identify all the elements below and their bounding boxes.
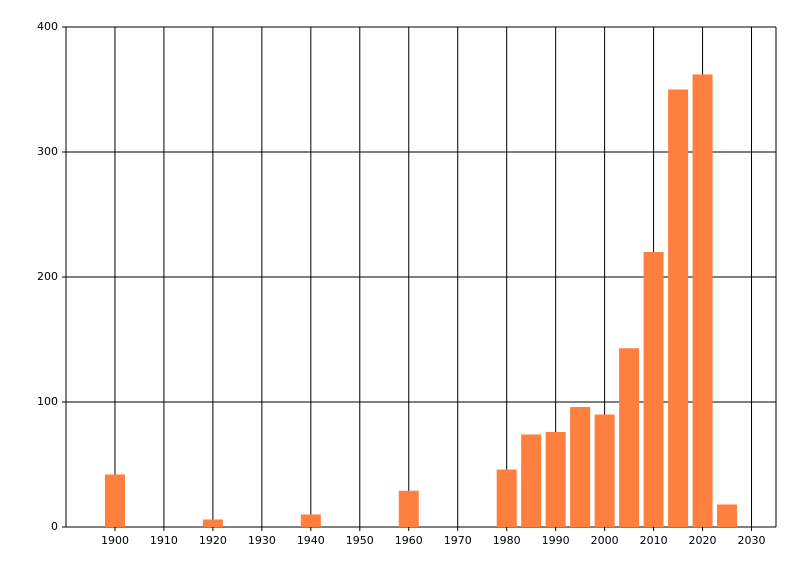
bar [300, 514, 321, 527]
x-tick-label: 1960 [395, 534, 423, 547]
bar [398, 490, 419, 527]
bar [692, 74, 713, 527]
x-tick-label: 1980 [493, 534, 521, 547]
bar [496, 469, 517, 527]
x-tick-label: 2010 [640, 534, 668, 547]
bar [643, 252, 664, 527]
bar [570, 407, 591, 527]
bar [521, 434, 542, 527]
x-tick-label: 1970 [444, 534, 472, 547]
x-tick-label: 1930 [248, 534, 276, 547]
x-tick-label: 1920 [199, 534, 227, 547]
bar [104, 474, 125, 527]
x-tick-label: 1990 [542, 534, 570, 547]
y-tick-label: 300 [37, 145, 58, 158]
bar [545, 432, 566, 527]
x-tick-label: 1910 [150, 534, 178, 547]
y-tick-label: 0 [51, 520, 58, 533]
bar [619, 348, 640, 527]
x-tick-label: 2030 [738, 534, 766, 547]
bar [594, 414, 615, 527]
bar [202, 519, 223, 527]
y-tick-label: 200 [37, 270, 58, 283]
x-tick-label: 1940 [297, 534, 325, 547]
x-tick-label: 2000 [591, 534, 619, 547]
y-tick-label: 400 [37, 20, 58, 33]
x-tick-label: 2020 [689, 534, 717, 547]
x-tick-label: 1900 [101, 534, 129, 547]
bar [717, 504, 738, 527]
bar [668, 89, 689, 527]
x-tick-label: 1950 [346, 534, 374, 547]
y-tick-label: 100 [37, 395, 58, 408]
